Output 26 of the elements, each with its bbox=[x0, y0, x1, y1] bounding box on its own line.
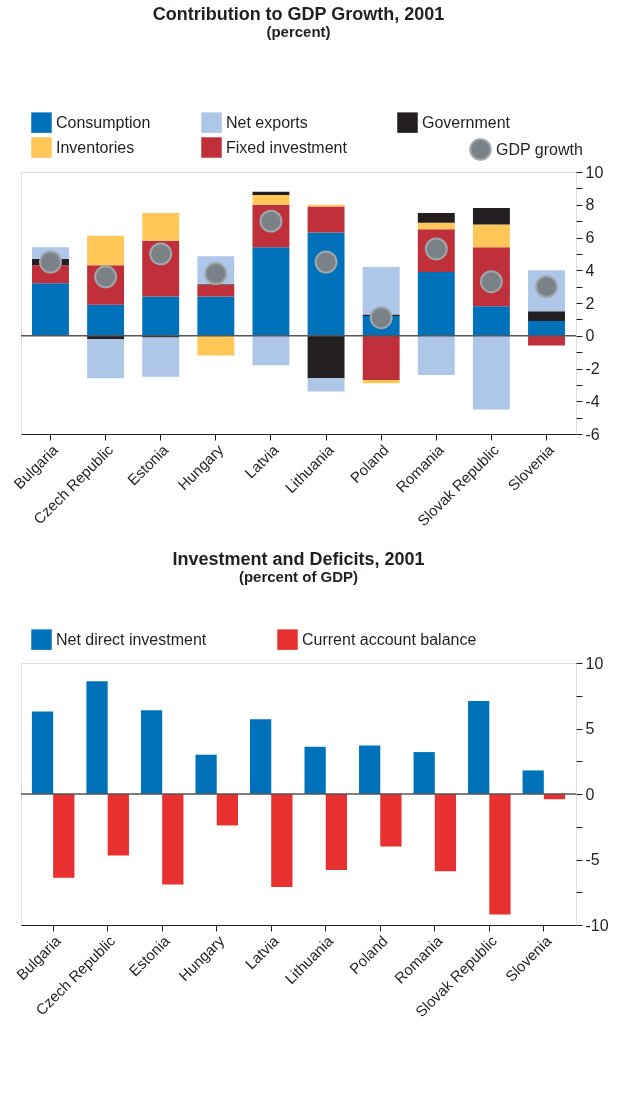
legend-label: Government bbox=[422, 113, 511, 131]
legend-label: Inventories bbox=[56, 138, 135, 156]
chart-subtitle: (percent) bbox=[266, 23, 331, 40]
legend-label: GDP growth bbox=[496, 140, 583, 158]
y-tick-label: 4 bbox=[585, 261, 595, 279]
y-tick-label: -2 bbox=[585, 360, 600, 377]
legend-label: Consumption bbox=[56, 113, 151, 131]
y-tick-label: 0 bbox=[585, 327, 595, 345]
chart-title: Investment and Deficits, 2001 bbox=[172, 549, 425, 569]
legend-label: Net exports bbox=[226, 113, 308, 131]
y-tick-label: 5 bbox=[585, 720, 595, 737]
y-tick-label: -10 bbox=[585, 916, 609, 934]
legend-label: Current account balance bbox=[302, 630, 477, 648]
y-tick-label: 8 bbox=[585, 196, 595, 214]
y-tick-label: 0 bbox=[585, 785, 595, 803]
y-tick-label: 10 bbox=[585, 654, 604, 672]
y-tick-label: -6 bbox=[585, 425, 600, 443]
y-tick-label: 10 bbox=[585, 163, 604, 181]
y-tick-label: 6 bbox=[585, 229, 595, 246]
chart-title: Contribution to GDP Growth, 2001 bbox=[152, 4, 445, 24]
legend-label: Fixed investment bbox=[226, 138, 348, 156]
y-tick-label: -5 bbox=[585, 851, 600, 868]
chart-subtitle: (percent of GDP) bbox=[238, 568, 359, 585]
y-tick-label: 2 bbox=[585, 294, 595, 312]
legend-label: Net direct investment bbox=[56, 630, 207, 648]
y-tick-label: -4 bbox=[585, 392, 600, 410]
